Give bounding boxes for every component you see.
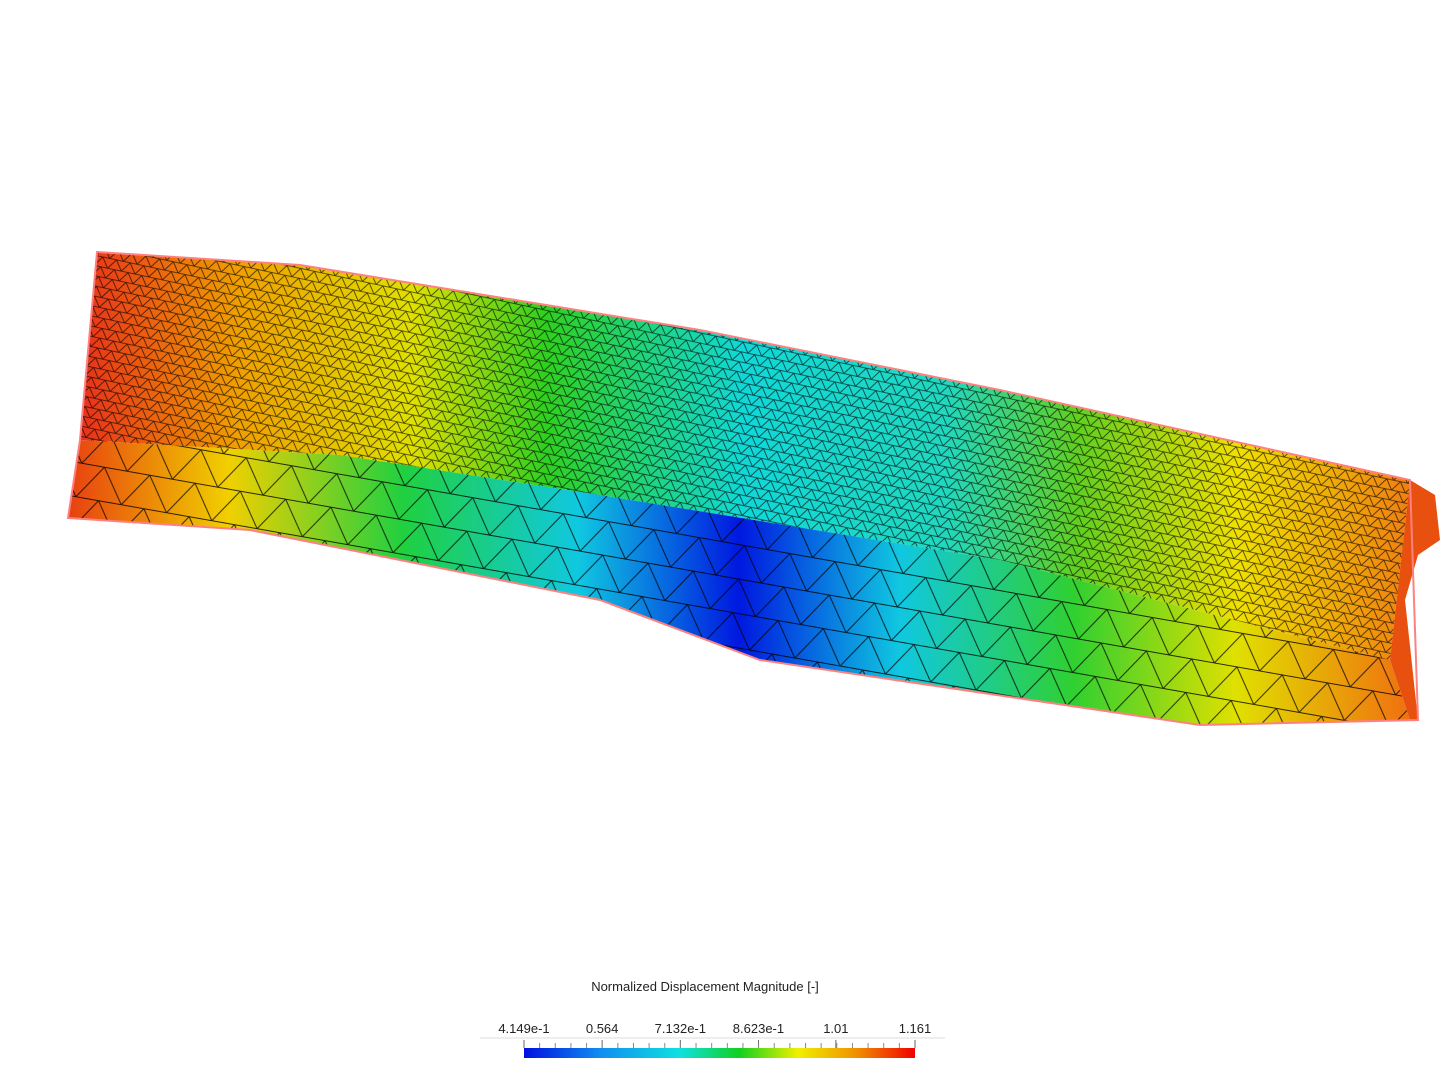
tick-label: 8.623e-1 <box>733 1021 784 1036</box>
end-face <box>1390 480 1440 720</box>
legend-title: Normalized Displacement Magnitude [-] <box>591 979 819 994</box>
beam-model <box>66 250 1440 727</box>
color-bar <box>524 1048 915 1058</box>
outline <box>66 250 1420 727</box>
tick-label: 1.161 <box>899 1021 932 1036</box>
side-mesh <box>68 440 1410 725</box>
legend-ticks: 4.149e-1 0.564 7.132e-1 8.623e-1 1.01 1.161 <box>498 1021 931 1048</box>
tick-label: 0.564 <box>586 1021 619 1036</box>
tick-label: 1.01 <box>823 1021 848 1036</box>
tick-label: 7.132e-1 <box>655 1021 706 1036</box>
legend: Normalized Displacement Magnitude [-] 4.… <box>480 979 945 1058</box>
top-mesh <box>80 252 1410 660</box>
tick-label: 4.149e-1 <box>498 1021 549 1036</box>
